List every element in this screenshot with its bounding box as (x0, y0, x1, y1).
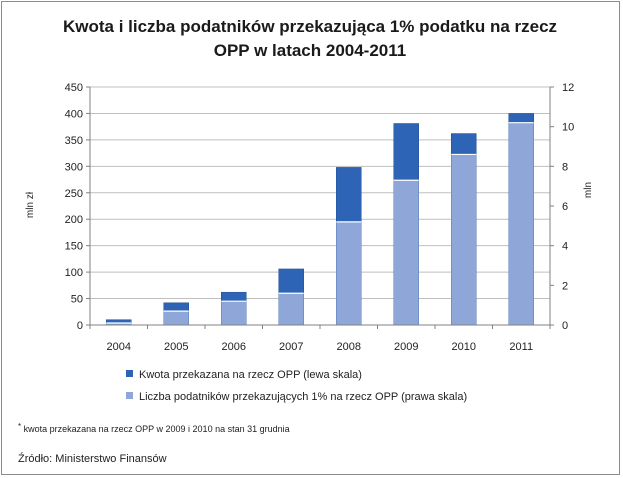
x-tick-label: 2008 (337, 341, 361, 353)
left-tick-label: 400 (65, 108, 83, 120)
bar-liczba (221, 301, 247, 325)
footnote: * kwota przekazana na rzecz OPP w 2009 i… (18, 422, 290, 434)
axes (86, 86, 554, 329)
bar-liczba (336, 221, 362, 325)
right-tick-label: 4 (562, 241, 568, 253)
right-tick-label: 10 (562, 122, 574, 134)
left-axis-label: mln zł (25, 191, 36, 218)
legend: Kwota przekazana na rzecz OPP (lewa skal… (126, 369, 467, 403)
right-axis-ticks: 0 2 4 6 8 10 12 (562, 82, 574, 332)
gridlines (90, 86, 550, 326)
legend-label-liczba: Liczba podatników przekazujących 1% na r… (139, 391, 467, 403)
x-tick-label: 2004 (107, 341, 131, 353)
left-axis-ticks: 0 50 100 150 200 250 300 350 400 450 (65, 82, 83, 332)
bar-liczba (508, 122, 534, 325)
x-tick-label: 2009 (394, 341, 418, 353)
bar-liczba (106, 323, 132, 325)
x-tick-label: 2005 (164, 341, 188, 353)
right-tick-label: 0 (562, 320, 568, 332)
footnote-mark: * (18, 422, 21, 431)
left-tick-label: 450 (65, 82, 83, 94)
legend-swatch-liczba (126, 392, 133, 399)
chart-title-line-1: Kwota i liczba podatników przekazująca 1… (63, 17, 557, 36)
x-tick-label: 2007 (279, 341, 303, 353)
chart-title-line-2: OPP w latach 2004-2011 (214, 41, 406, 60)
bar-liczba (393, 180, 419, 325)
left-tick-label: 50 (71, 294, 83, 306)
left-tick-label: 300 (65, 161, 83, 173)
footnote-text: kwota przekazana na rzecz OPP w 2009 i 2… (21, 424, 290, 434)
right-tick-label: 12 (562, 82, 574, 94)
left-tick-label: 0 (77, 320, 83, 332)
x-tick-label: 2010 (452, 341, 476, 353)
left-tick-label: 100 (65, 267, 83, 279)
x-axis-ticks: 2004 2005 2006 2007 2008 2009 2010 2011 (107, 341, 534, 353)
right-tick-label: 8 (562, 161, 568, 173)
left-tick-label: 350 (65, 135, 83, 147)
legend-label-kwota: Kwota przekazana na rzecz OPP (lewa skal… (139, 369, 362, 381)
x-tick-label: 2006 (222, 341, 246, 353)
bars (106, 113, 534, 326)
legend-swatch-kwota (126, 370, 133, 377)
right-tick-label: 6 (562, 201, 568, 213)
source-note: Źródło: Ministerstwo Finansów (18, 452, 167, 465)
bar-liczba (451, 154, 477, 325)
bar-liczba (163, 311, 189, 325)
right-axis-label: mln (583, 182, 594, 198)
left-tick-label: 250 (65, 188, 83, 200)
left-tick-label: 200 (65, 214, 83, 226)
bar-liczba (278, 293, 304, 325)
left-tick-label: 150 (65, 241, 83, 253)
x-tick-label: 2011 (509, 341, 533, 353)
right-tick-label: 2 (562, 280, 568, 292)
